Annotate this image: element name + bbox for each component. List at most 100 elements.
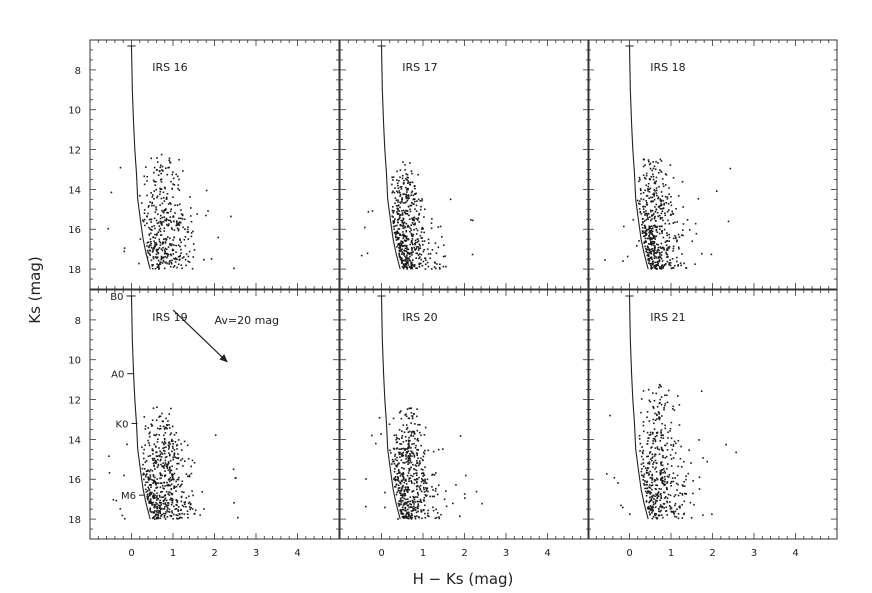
data-point bbox=[669, 427, 672, 430]
data-point bbox=[153, 465, 155, 468]
data-point bbox=[399, 487, 401, 489]
data-point bbox=[639, 178, 641, 181]
data-point bbox=[380, 433, 382, 435]
data-point bbox=[650, 248, 652, 251]
data-point bbox=[422, 486, 425, 489]
data-point bbox=[649, 499, 652, 502]
data-point bbox=[683, 512, 686, 515]
data-point bbox=[666, 475, 669, 478]
data-point bbox=[431, 474, 433, 476]
data-point bbox=[410, 229, 413, 232]
data-point bbox=[149, 502, 152, 504]
data-point bbox=[418, 253, 421, 255]
data-point bbox=[640, 411, 642, 414]
data-point bbox=[406, 226, 409, 228]
data-point bbox=[673, 409, 676, 411]
data-point bbox=[659, 169, 661, 171]
data-point bbox=[409, 457, 411, 460]
data-point bbox=[648, 434, 651, 436]
data-point bbox=[406, 426, 409, 429]
data-point bbox=[169, 244, 171, 246]
data-point bbox=[674, 502, 677, 505]
panel-label: IRS 20 bbox=[402, 311, 437, 324]
data-point bbox=[410, 466, 412, 469]
data-point bbox=[408, 183, 411, 186]
data-point bbox=[174, 456, 176, 458]
data-point bbox=[410, 232, 413, 235]
data-point bbox=[170, 407, 172, 410]
data-point bbox=[164, 497, 167, 500]
data-point bbox=[399, 494, 402, 496]
data-point bbox=[185, 264, 187, 267]
data-point bbox=[167, 462, 170, 465]
data-point bbox=[400, 459, 403, 462]
data-point bbox=[399, 213, 402, 216]
data-point bbox=[144, 488, 147, 491]
data-point bbox=[179, 238, 181, 240]
data-point bbox=[653, 248, 656, 251]
data-point bbox=[158, 510, 160, 512]
data-point bbox=[452, 502, 454, 505]
data-point bbox=[656, 478, 659, 481]
data-point bbox=[360, 254, 363, 257]
data-point bbox=[407, 459, 409, 462]
data-point bbox=[154, 481, 157, 483]
data-point bbox=[169, 201, 171, 204]
data-point bbox=[164, 442, 167, 445]
data-point bbox=[169, 210, 172, 213]
data-point bbox=[169, 443, 172, 445]
data-point bbox=[146, 242, 149, 244]
data-point bbox=[683, 500, 686, 503]
data-point bbox=[149, 232, 152, 235]
data-point bbox=[674, 221, 676, 224]
data-point bbox=[659, 253, 661, 255]
data-point bbox=[650, 230, 652, 232]
data-point bbox=[655, 264, 657, 267]
data-point bbox=[173, 453, 176, 456]
data-point bbox=[650, 176, 653, 178]
data-point bbox=[657, 205, 660, 208]
data-point bbox=[410, 503, 413, 506]
data-point bbox=[668, 246, 671, 248]
data-point bbox=[410, 239, 413, 242]
data-point bbox=[399, 500, 402, 502]
data-point bbox=[161, 490, 163, 493]
data-point bbox=[412, 265, 415, 267]
data-point bbox=[162, 442, 165, 445]
data-point bbox=[643, 224, 646, 227]
data-point bbox=[175, 444, 178, 447]
data-point bbox=[422, 482, 425, 485]
data-point bbox=[192, 494, 194, 497]
data-point bbox=[661, 195, 664, 197]
data-point bbox=[662, 219, 664, 222]
data-point bbox=[649, 451, 652, 453]
data-point bbox=[420, 205, 422, 208]
data-point bbox=[143, 183, 146, 186]
data-point bbox=[180, 213, 183, 215]
data-point bbox=[160, 197, 163, 200]
data-point bbox=[151, 267, 154, 270]
data-point bbox=[147, 476, 149, 478]
data-point bbox=[162, 420, 164, 423]
data-point bbox=[635, 245, 638, 247]
data-point bbox=[144, 484, 146, 486]
data-point bbox=[157, 438, 159, 441]
data-point bbox=[160, 248, 163, 250]
data-point bbox=[416, 267, 418, 270]
data-point bbox=[147, 498, 149, 501]
data-point bbox=[651, 481, 653, 484]
data-point bbox=[650, 268, 653, 270]
data-point bbox=[678, 424, 681, 426]
data-point bbox=[167, 448, 170, 450]
data-point bbox=[649, 458, 652, 460]
data-point bbox=[677, 439, 680, 442]
data-point bbox=[160, 178, 163, 180]
data-point bbox=[402, 475, 404, 478]
data-point bbox=[147, 496, 149, 499]
data-point bbox=[159, 512, 162, 515]
data-point bbox=[159, 220, 162, 223]
data-point bbox=[638, 208, 641, 210]
data-point bbox=[670, 510, 673, 513]
data-point bbox=[658, 383, 661, 386]
data-point bbox=[159, 472, 161, 474]
